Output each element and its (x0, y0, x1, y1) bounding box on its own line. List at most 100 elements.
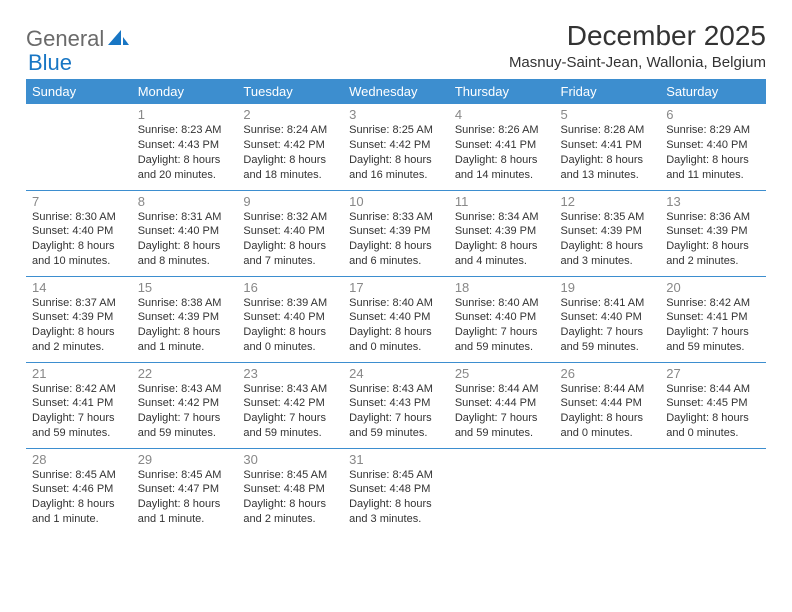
day-info: Sunrise: 8:45 AMSunset: 4:48 PMDaylight:… (243, 468, 337, 527)
logo-text-1: General (26, 26, 104, 52)
daylight-text-1: Daylight: 7 hours (455, 325, 549, 340)
daylight-text-1: Daylight: 8 hours (138, 153, 232, 168)
day-info: Sunrise: 8:25 AMSunset: 4:42 PMDaylight:… (349, 123, 443, 182)
day-number: 15 (138, 280, 232, 295)
daylight-text-2: and 59 minutes. (455, 426, 549, 441)
calendar-table: Sunday Monday Tuesday Wednesday Thursday… (26, 79, 766, 534)
sunrise-text: Sunrise: 8:44 AM (666, 382, 760, 397)
calendar-cell: 22Sunrise: 8:43 AMSunset: 4:42 PMDayligh… (132, 362, 238, 448)
daylight-text-1: Daylight: 8 hours (349, 325, 443, 340)
day-info: Sunrise: 8:23 AMSunset: 4:43 PMDaylight:… (138, 123, 232, 182)
day-number: 20 (666, 280, 760, 295)
calendar-cell: 16Sunrise: 8:39 AMSunset: 4:40 PMDayligh… (237, 276, 343, 362)
day-info: Sunrise: 8:32 AMSunset: 4:40 PMDaylight:… (243, 210, 337, 269)
sunset-text: Sunset: 4:48 PM (243, 482, 337, 497)
calendar-cell: 18Sunrise: 8:40 AMSunset: 4:40 PMDayligh… (449, 276, 555, 362)
calendar-cell: 11Sunrise: 8:34 AMSunset: 4:39 PMDayligh… (449, 190, 555, 276)
calendar-cell: 7Sunrise: 8:30 AMSunset: 4:40 PMDaylight… (26, 190, 132, 276)
sunset-text: Sunset: 4:42 PM (349, 138, 443, 153)
day-info: Sunrise: 8:34 AMSunset: 4:39 PMDaylight:… (455, 210, 549, 269)
day-info: Sunrise: 8:28 AMSunset: 4:41 PMDaylight:… (561, 123, 655, 182)
calendar-cell: 21Sunrise: 8:42 AMSunset: 4:41 PMDayligh… (26, 362, 132, 448)
day-info: Sunrise: 8:36 AMSunset: 4:39 PMDaylight:… (666, 210, 760, 269)
sunset-text: Sunset: 4:44 PM (455, 396, 549, 411)
day-info: Sunrise: 8:37 AMSunset: 4:39 PMDaylight:… (32, 296, 126, 355)
day-number: 2 (243, 107, 337, 122)
daylight-text-1: Daylight: 8 hours (243, 497, 337, 512)
sunset-text: Sunset: 4:39 PM (349, 224, 443, 239)
calendar-cell: 30Sunrise: 8:45 AMSunset: 4:48 PMDayligh… (237, 448, 343, 534)
calendar-cell (26, 104, 132, 190)
calendar-cell: 4Sunrise: 8:26 AMSunset: 4:41 PMDaylight… (449, 104, 555, 190)
day-info: Sunrise: 8:44 AMSunset: 4:44 PMDaylight:… (455, 382, 549, 441)
daylight-text-1: Daylight: 8 hours (32, 239, 126, 254)
sunset-text: Sunset: 4:42 PM (243, 138, 337, 153)
day-number: 21 (32, 366, 126, 381)
sunrise-text: Sunrise: 8:32 AM (243, 210, 337, 225)
sunset-text: Sunset: 4:40 PM (138, 224, 232, 239)
day-info: Sunrise: 8:42 AMSunset: 4:41 PMDaylight:… (666, 296, 760, 355)
daylight-text-1: Daylight: 8 hours (561, 411, 655, 426)
daylight-text-1: Daylight: 8 hours (138, 325, 232, 340)
calendar-cell: 6Sunrise: 8:29 AMSunset: 4:40 PMDaylight… (660, 104, 766, 190)
day-number: 13 (666, 194, 760, 209)
logo-text-2: Blue (28, 50, 72, 75)
sunset-text: Sunset: 4:48 PM (349, 482, 443, 497)
sunrise-text: Sunrise: 8:36 AM (666, 210, 760, 225)
daylight-text-2: and 2 minutes. (666, 254, 760, 269)
sunset-text: Sunset: 4:41 PM (32, 396, 126, 411)
day-header: Thursday (449, 79, 555, 104)
daylight-text-2: and 3 minutes. (349, 512, 443, 527)
day-number: 24 (349, 366, 443, 381)
day-info: Sunrise: 8:43 AMSunset: 4:42 PMDaylight:… (243, 382, 337, 441)
header: General December 2025 Masnuy-Saint-Jean,… (26, 20, 766, 71)
sunrise-text: Sunrise: 8:45 AM (243, 468, 337, 483)
calendar-cell: 2Sunrise: 8:24 AMSunset: 4:42 PMDaylight… (237, 104, 343, 190)
day-number: 31 (349, 452, 443, 467)
daylight-text-2: and 10 minutes. (32, 254, 126, 269)
calendar-cell (555, 448, 661, 534)
calendar-week-row: 28Sunrise: 8:45 AMSunset: 4:46 PMDayligh… (26, 448, 766, 534)
day-number: 4 (455, 107, 549, 122)
calendar-week-row: 21Sunrise: 8:42 AMSunset: 4:41 PMDayligh… (26, 362, 766, 448)
calendar-head: Sunday Monday Tuesday Wednesday Thursday… (26, 79, 766, 104)
calendar-cell: 25Sunrise: 8:44 AMSunset: 4:44 PMDayligh… (449, 362, 555, 448)
sunrise-text: Sunrise: 8:45 AM (32, 468, 126, 483)
daylight-text-2: and 7 minutes. (243, 254, 337, 269)
day-info: Sunrise: 8:43 AMSunset: 4:43 PMDaylight:… (349, 382, 443, 441)
sunset-text: Sunset: 4:40 PM (455, 310, 549, 325)
sunset-text: Sunset: 4:39 PM (32, 310, 126, 325)
sunset-text: Sunset: 4:44 PM (561, 396, 655, 411)
calendar-cell (449, 448, 555, 534)
day-number: 9 (243, 194, 337, 209)
day-info: Sunrise: 8:38 AMSunset: 4:39 PMDaylight:… (138, 296, 232, 355)
daylight-text-2: and 11 minutes. (666, 168, 760, 183)
day-number: 5 (561, 107, 655, 122)
daylight-text-1: Daylight: 8 hours (349, 497, 443, 512)
sunset-text: Sunset: 4:39 PM (561, 224, 655, 239)
calendar-cell: 19Sunrise: 8:41 AMSunset: 4:40 PMDayligh… (555, 276, 661, 362)
day-number: 30 (243, 452, 337, 467)
daylight-text-2: and 1 minute. (32, 512, 126, 527)
daylight-text-2: and 16 minutes. (349, 168, 443, 183)
sunrise-text: Sunrise: 8:31 AM (138, 210, 232, 225)
sunrise-text: Sunrise: 8:38 AM (138, 296, 232, 311)
calendar-cell: 31Sunrise: 8:45 AMSunset: 4:48 PMDayligh… (343, 448, 449, 534)
daylight-text-1: Daylight: 8 hours (666, 153, 760, 168)
calendar-body: 1Sunrise: 8:23 AMSunset: 4:43 PMDaylight… (26, 104, 766, 534)
sunrise-text: Sunrise: 8:43 AM (138, 382, 232, 397)
calendar-cell: 5Sunrise: 8:28 AMSunset: 4:41 PMDaylight… (555, 104, 661, 190)
day-info: Sunrise: 8:30 AMSunset: 4:40 PMDaylight:… (32, 210, 126, 269)
calendar-cell: 13Sunrise: 8:36 AMSunset: 4:39 PMDayligh… (660, 190, 766, 276)
day-number: 7 (32, 194, 126, 209)
calendar-cell: 8Sunrise: 8:31 AMSunset: 4:40 PMDaylight… (132, 190, 238, 276)
calendar-cell: 3Sunrise: 8:25 AMSunset: 4:42 PMDaylight… (343, 104, 449, 190)
sunset-text: Sunset: 4:43 PM (349, 396, 443, 411)
location-text: Masnuy-Saint-Jean, Wallonia, Belgium (509, 54, 766, 71)
sunrise-text: Sunrise: 8:33 AM (349, 210, 443, 225)
daylight-text-2: and 8 minutes. (138, 254, 232, 269)
daylight-text-2: and 4 minutes. (455, 254, 549, 269)
title-block: December 2025 Masnuy-Saint-Jean, Walloni… (509, 20, 766, 71)
calendar-cell: 26Sunrise: 8:44 AMSunset: 4:44 PMDayligh… (555, 362, 661, 448)
sunset-text: Sunset: 4:40 PM (561, 310, 655, 325)
